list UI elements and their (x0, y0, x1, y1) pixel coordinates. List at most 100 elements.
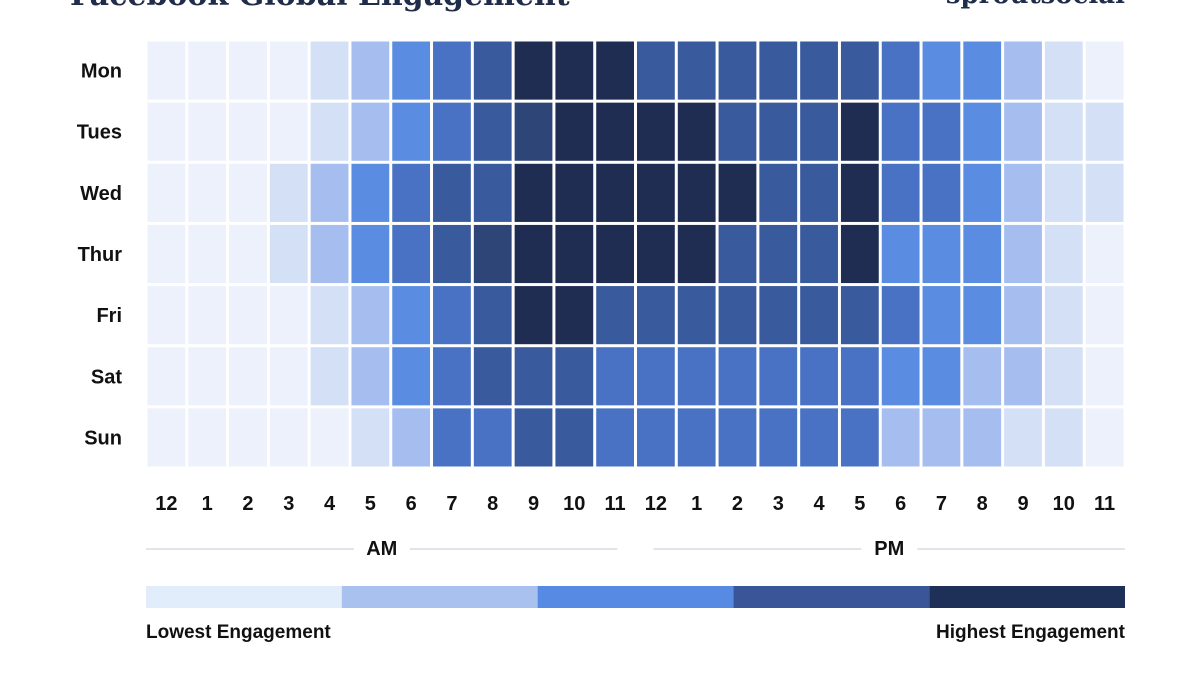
heatmap-cell (840, 163, 879, 222)
heatmap-cell (840, 408, 879, 467)
heatmap-cell (800, 408, 838, 467)
heatmap-cell (473, 163, 512, 222)
heatmap-cell (514, 224, 553, 284)
heatmap-cell (677, 41, 716, 100)
row-label: Fri (96, 305, 122, 327)
heatmap-cell (596, 41, 634, 100)
column-label: 6 (406, 493, 417, 515)
column-label: 1 (202, 493, 213, 515)
heatmap-cell (800, 286, 838, 345)
heatmap-cell (596, 102, 634, 161)
heatmap-cell (351, 408, 390, 467)
heatmap-cell (1044, 41, 1083, 100)
heatmap-cell (1004, 347, 1042, 406)
brand-logo: sproutsocial (946, 0, 1125, 10)
heatmap-cell (229, 102, 267, 161)
heatmap-cell (392, 41, 431, 100)
heatmap-cell (392, 163, 431, 222)
heatmap-cell (1085, 163, 1124, 222)
legend-high-label: Highest Engagement (936, 622, 1125, 643)
column-label: 4 (324, 493, 336, 515)
column-label: 3 (773, 493, 784, 515)
heatmap-cell (1044, 286, 1083, 345)
heatmap-cell (433, 163, 471, 222)
heatmap-cell (310, 224, 349, 284)
heatmap-cell (1004, 286, 1042, 345)
heatmap-cell (718, 347, 757, 406)
column-label: 9 (1017, 493, 1028, 515)
heatmap-cell (433, 102, 471, 161)
heatmap-cell (963, 286, 1002, 345)
heatmap-cell (677, 163, 716, 222)
heatmap-cell (188, 286, 227, 345)
heatmap-cell (473, 102, 512, 161)
column-label: 7 (446, 493, 457, 515)
heatmap-cell (922, 163, 961, 222)
heatmap-cell (759, 102, 798, 161)
column-label: 10 (563, 493, 585, 515)
heatmap-cell (392, 102, 431, 161)
legend-step (146, 586, 342, 608)
column-label: 12 (155, 493, 177, 515)
legend-step (733, 586, 930, 608)
heatmap-cell (800, 102, 838, 161)
heatmap-cell (881, 41, 920, 100)
heatmap-cell (555, 41, 594, 100)
heatmap-cell (881, 286, 920, 345)
heatmap-cell (800, 41, 838, 100)
column-label: 5 (365, 493, 376, 515)
heatmap-cell (351, 347, 390, 406)
heatmap-cell (596, 347, 634, 406)
heatmap-cell (759, 41, 798, 100)
heatmap-cell (229, 286, 267, 345)
heatmap-cell (555, 408, 594, 467)
heatmap-cell (147, 224, 186, 284)
heatmap-cell (351, 41, 390, 100)
heatmap-cell (596, 224, 634, 284)
heatmap-cell (1044, 163, 1083, 222)
heatmap-cell (310, 41, 349, 100)
heatmap-cell (718, 163, 757, 222)
heatmap-cell (269, 163, 308, 222)
row-label: Mon (81, 61, 122, 83)
heatmap-cell (759, 163, 798, 222)
row-label: Wed (80, 183, 122, 205)
heatmap-cell (677, 224, 716, 284)
heatmap-cell (759, 286, 798, 345)
heatmap-cell (596, 286, 634, 345)
heatmap-cell (963, 347, 1002, 406)
heatmap-cell (718, 286, 757, 345)
heatmap-cell (433, 286, 471, 345)
heatmap-cell (433, 41, 471, 100)
row-label: Sat (91, 366, 122, 388)
heatmap-cell (229, 347, 267, 406)
heatmap-cell (1044, 408, 1083, 467)
heatmap-cell (1044, 347, 1083, 406)
heatmap-cell (269, 347, 308, 406)
heatmap-cell (637, 163, 675, 222)
heatmap-cell (963, 163, 1002, 222)
column-label: 7 (936, 493, 947, 515)
legend-low-label: Lowest Engagement (146, 622, 331, 643)
heatmap-cell (1085, 102, 1124, 161)
heatmap-cell (473, 224, 512, 284)
heatmap-cell (392, 408, 431, 467)
heatmap-cell (1044, 224, 1083, 284)
heatmap-cell (269, 286, 308, 345)
heatmap-cell (963, 102, 1002, 161)
heatmap-cell (514, 102, 553, 161)
row-label: Thur (78, 244, 123, 266)
heatmap-cell (229, 41, 267, 100)
heatmap-cell (922, 347, 961, 406)
heatmap-cell (718, 41, 757, 100)
heatmap-cell (718, 408, 757, 467)
heatmap-cell (229, 408, 267, 467)
heatmap-cell (922, 224, 961, 284)
heatmap-cell (881, 102, 920, 161)
heatmap-cell (840, 224, 879, 284)
heatmap-cell (514, 41, 553, 100)
column-label: 10 (1053, 493, 1075, 515)
heatmap-cell (188, 41, 227, 100)
heatmap-cell (596, 163, 634, 222)
heatmap-cell (922, 286, 961, 345)
